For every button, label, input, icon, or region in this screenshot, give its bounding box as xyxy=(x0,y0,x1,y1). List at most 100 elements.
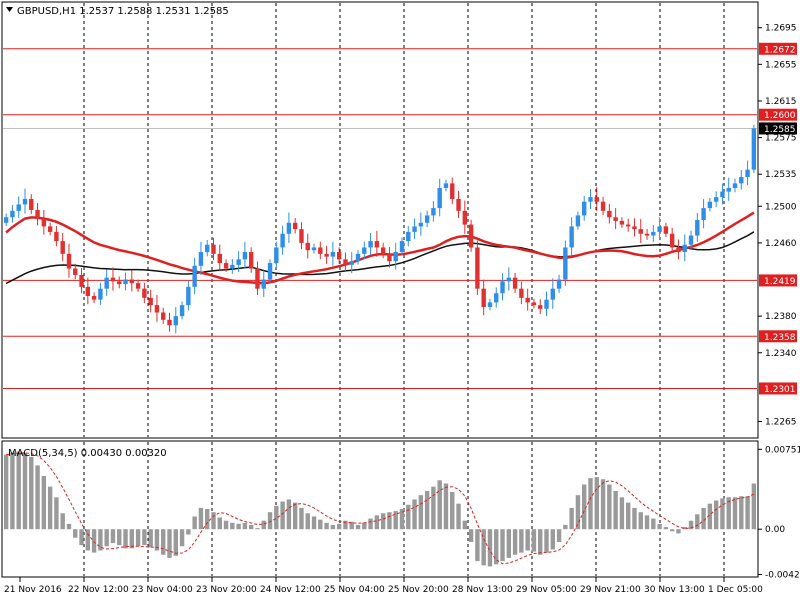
y-tick-label: 1.2655 xyxy=(765,60,797,70)
macd-bar xyxy=(242,522,248,530)
candle-body xyxy=(600,201,606,211)
macd-bar xyxy=(387,512,392,530)
x-tick-label: 29 Nov 05:00 xyxy=(516,585,577,595)
candle-body xyxy=(582,201,587,216)
candle-body xyxy=(669,233,675,248)
candle-body xyxy=(657,226,662,232)
candle-body xyxy=(437,187,442,209)
candle-body xyxy=(494,293,499,303)
candle-body xyxy=(751,128,757,170)
candle-body xyxy=(98,288,103,300)
macd-bar xyxy=(531,529,537,552)
candle-body xyxy=(512,277,518,289)
macd-bar xyxy=(632,507,637,530)
current-price-box xyxy=(759,122,797,135)
candle-body xyxy=(538,305,543,309)
macd-bar xyxy=(186,529,191,535)
macd-bar xyxy=(644,515,650,530)
macd-bar xyxy=(167,529,172,558)
macd-bar xyxy=(267,512,273,530)
candle-body xyxy=(701,208,706,220)
macd-bar xyxy=(688,520,694,530)
macd-bar xyxy=(192,516,197,530)
candle-body xyxy=(29,198,34,210)
macd-bar xyxy=(236,523,241,530)
candle-body xyxy=(179,305,185,317)
macd-bar xyxy=(431,486,436,530)
macd-bar xyxy=(713,500,719,530)
macd-bar xyxy=(638,512,643,530)
macd-bar xyxy=(418,495,424,530)
macd-bar xyxy=(657,523,662,530)
macd-bar xyxy=(10,452,15,530)
candle-body xyxy=(355,253,361,262)
macd-bar xyxy=(393,511,398,530)
macd-bar xyxy=(462,520,468,530)
candle-body xyxy=(324,253,329,257)
macd-bar xyxy=(330,524,336,530)
candle-body xyxy=(161,312,166,320)
macd-bar xyxy=(406,504,411,530)
macd-bar xyxy=(607,484,612,530)
candle-body xyxy=(525,297,530,303)
candle-body xyxy=(707,201,713,209)
x-tick-label: 30 Nov 13:00 xyxy=(644,585,705,595)
symbol-menu-icon[interactable] xyxy=(6,7,13,12)
macd-bar xyxy=(173,529,178,556)
macd-bar xyxy=(274,505,279,530)
macd-bar xyxy=(494,529,499,565)
macd-bar xyxy=(456,503,461,530)
x-tick-label: 22 Nov 12:00 xyxy=(68,585,129,595)
y-tick-label: 1.2615 xyxy=(765,97,797,107)
macd-title: MACD(5,34,5) 0.00430 0.00320 xyxy=(8,448,167,459)
candle-body xyxy=(135,283,141,289)
level-label: 1.2301 xyxy=(764,385,796,395)
candle-body xyxy=(35,209,40,220)
macd-bar xyxy=(594,477,599,530)
candle-body xyxy=(456,198,461,211)
macd-bar xyxy=(148,529,153,548)
candle-body xyxy=(330,252,336,257)
candle-body xyxy=(713,197,719,202)
macd-bar xyxy=(544,529,549,553)
candle-body xyxy=(619,220,625,225)
macd-bar xyxy=(198,507,204,530)
macd-bar xyxy=(261,520,266,530)
candle-body xyxy=(10,210,15,218)
macd-bar xyxy=(54,497,59,530)
macd-bar xyxy=(475,529,480,562)
macd-bar xyxy=(22,452,28,530)
candle-body xyxy=(73,268,78,275)
candle-body xyxy=(211,244,216,254)
macd-bar xyxy=(368,518,373,530)
candle-body xyxy=(531,302,537,306)
macd-bar xyxy=(575,495,581,530)
macd-bar xyxy=(355,524,361,530)
macd-bar xyxy=(91,529,97,553)
macd-bar xyxy=(362,522,367,530)
macd-tick-label: 0.00751 xyxy=(765,445,800,455)
macd-panel-frame xyxy=(1,440,759,578)
level-label: 1.2358 xyxy=(764,333,796,343)
candle-body xyxy=(663,226,669,234)
candle-body xyxy=(588,197,593,202)
macd-bar xyxy=(16,451,21,530)
candle-body xyxy=(550,288,555,300)
y-tick-label: 1.2460 xyxy=(765,239,797,249)
candle-body xyxy=(720,191,725,198)
candle-body xyxy=(500,281,505,294)
macd-bar xyxy=(468,529,474,542)
macd-bar xyxy=(142,529,147,546)
macd-bar xyxy=(732,497,738,530)
macd-bar xyxy=(230,522,235,530)
macd-bar xyxy=(481,529,486,566)
moving-averages xyxy=(5,211,755,285)
candle-body xyxy=(85,286,91,296)
candle-body xyxy=(745,169,750,177)
macd-bar xyxy=(600,479,606,530)
level-label: 1.2600 xyxy=(764,111,796,121)
candle-body xyxy=(286,222,292,234)
candle-body xyxy=(66,253,72,269)
